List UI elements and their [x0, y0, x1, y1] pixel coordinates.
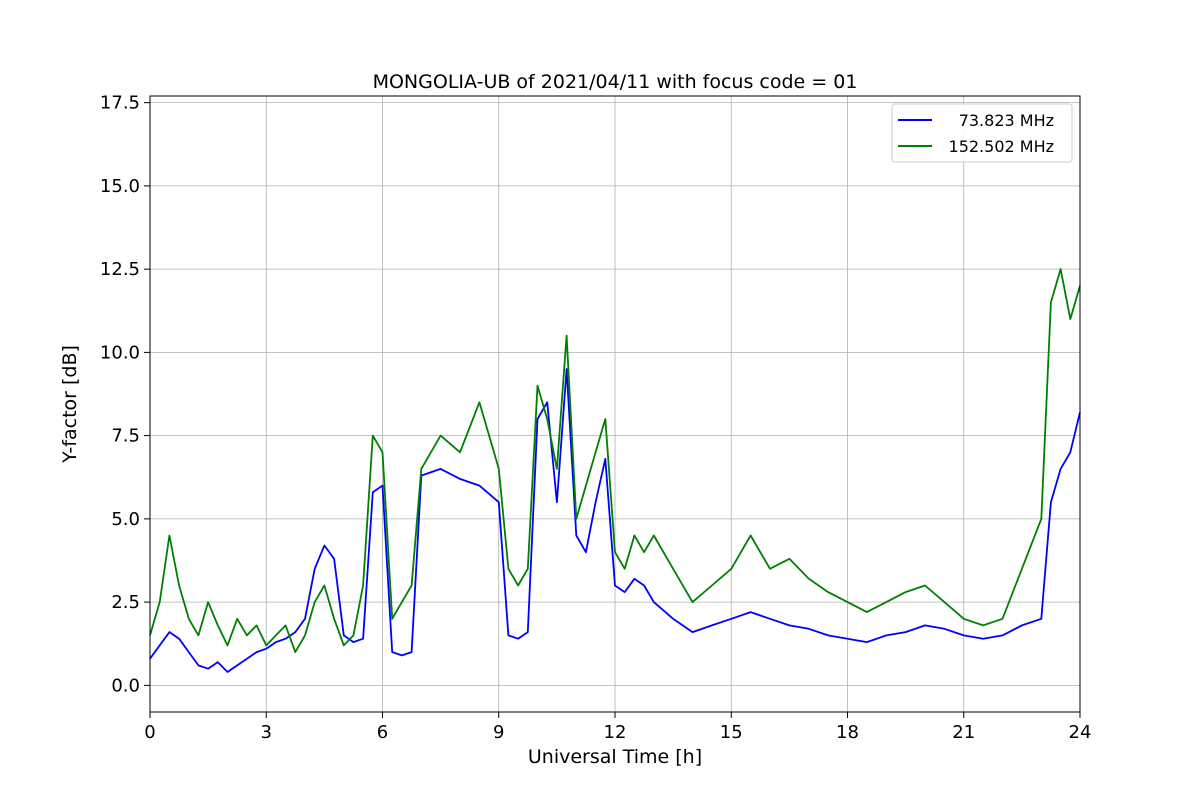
x-tick-label: 9	[493, 722, 504, 743]
y-tick-label: 0.0	[111, 675, 140, 696]
chart-title: MONGOLIA-UB of 2021/04/11 with focus cod…	[373, 71, 858, 93]
series-line-1	[149, 268, 1081, 653]
x-tick-label: 24	[1069, 722, 1092, 743]
series-layer	[149, 268, 1081, 673]
x-tick-label: 15	[720, 722, 743, 743]
legend-label-0: 73.823 MHz	[959, 111, 1054, 130]
x-tick-label: 21	[952, 722, 975, 743]
x-axis-label: Universal Time [h]	[528, 746, 702, 768]
x-tick-label: 0	[144, 722, 155, 743]
x-tick-label: 3	[261, 722, 272, 743]
x-tick-label: 18	[836, 722, 859, 743]
legend-label-1: 152.502 MHz	[949, 137, 1054, 156]
legend-box	[891, 103, 1073, 163]
y-tick-label: 2.5	[111, 592, 140, 613]
y-tick-label: 7.5	[111, 426, 140, 447]
ticks: 0 3 6 9 12 15 18 21 24 0.0 2.5 5.0 7.5 10.0 12.5 15.0 17…	[100, 93, 1092, 743]
legend: 73.823 MHz 152.502 MHz	[891, 103, 1073, 163]
x-tick-label: 12	[604, 722, 627, 743]
y-axis-label: Y-factor [dB]	[59, 345, 81, 464]
y-tick-label: 12.5	[100, 259, 140, 280]
series-line-0	[149, 368, 1081, 673]
y-tick-label: 10.0	[100, 342, 140, 363]
y-tick-label: 17.5	[100, 93, 140, 114]
x-tick-label: 6	[377, 722, 388, 743]
y-tick-label: 5.0	[111, 509, 140, 530]
y-tick-label: 15.0	[100, 176, 140, 197]
